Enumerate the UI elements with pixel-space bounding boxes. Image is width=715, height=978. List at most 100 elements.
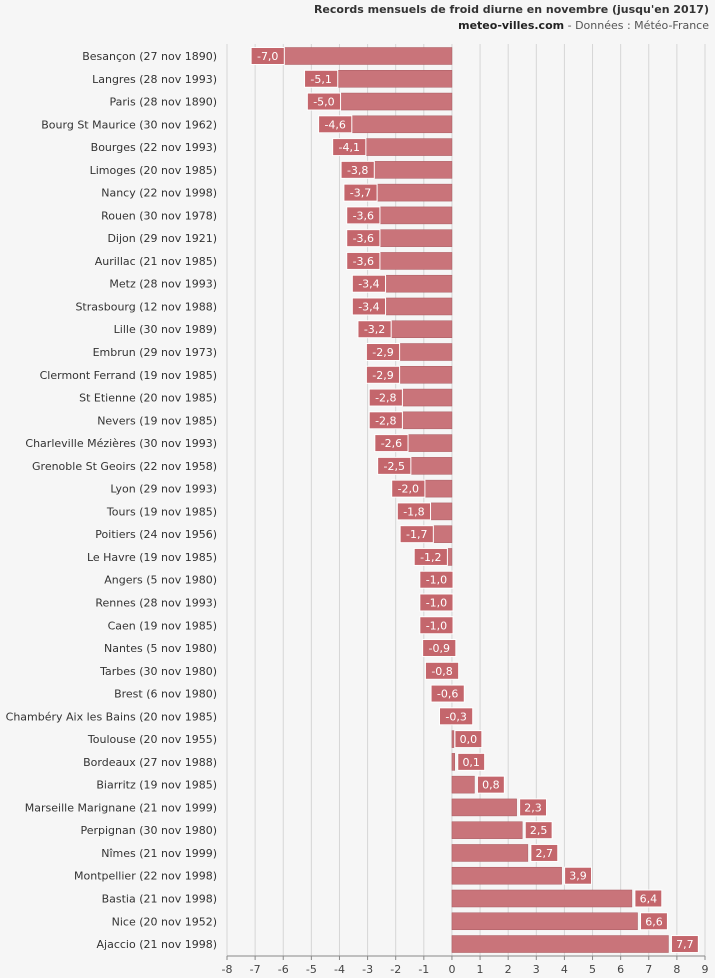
value-label-box xyxy=(250,47,285,65)
category-label: Perpignan (30 nov 1980) xyxy=(80,824,217,837)
x-tick-label: 9 xyxy=(702,963,709,976)
value-label-box xyxy=(377,456,412,475)
value-label-box xyxy=(365,343,401,362)
value-label-box xyxy=(430,684,465,703)
bar xyxy=(451,798,517,817)
category-label: Tarbes (30 nov 1980) xyxy=(99,665,217,678)
value-label-box xyxy=(346,229,381,248)
value-label-box xyxy=(318,115,353,134)
x-tick-label: 8 xyxy=(673,963,680,976)
value-label: 2,5 xyxy=(530,824,548,837)
category-label: Le Havre (19 nov 1985) xyxy=(87,551,217,564)
bar xyxy=(451,821,523,839)
value-label-box xyxy=(343,183,378,202)
x-tick-label: 4 xyxy=(561,963,568,976)
x-tick-label: -1 xyxy=(418,963,429,976)
category-label: Rennes (28 nov 1993) xyxy=(95,596,217,609)
value-label: -3,8 xyxy=(347,164,368,177)
value-label: 0,0 xyxy=(460,733,478,746)
category-label: Rouen (30 nov 1978) xyxy=(101,209,217,222)
value-label-box xyxy=(396,502,432,521)
value-label-box xyxy=(340,160,375,179)
value-label: -0,8 xyxy=(431,665,452,678)
category-label: Lille (30 nov 1989) xyxy=(114,323,217,336)
value-label: -3,4 xyxy=(358,300,379,313)
value-label-box xyxy=(670,935,699,954)
value-label-box xyxy=(368,411,403,430)
value-label: -1,8 xyxy=(403,505,424,518)
value-label: -2,5 xyxy=(384,460,405,473)
category-label: Grenoble St Geoirs (22 nov 1958) xyxy=(32,460,217,473)
x-tick-label: -5 xyxy=(306,963,317,976)
value-label-box xyxy=(454,730,483,749)
category-label: Langres (28 nov 1993) xyxy=(92,73,217,86)
value-label-box xyxy=(476,775,505,794)
bar xyxy=(451,912,638,931)
bar xyxy=(451,775,475,794)
value-label: -3,2 xyxy=(364,323,385,336)
value-label: 6,4 xyxy=(640,892,658,905)
value-label: 0,1 xyxy=(462,756,480,769)
category-label: Embrun (29 nov 1973) xyxy=(93,346,217,359)
value-label-box xyxy=(413,547,448,566)
x-tick-label: 2 xyxy=(505,963,512,976)
x-tick-label: -8 xyxy=(222,963,233,976)
value-label: -0,6 xyxy=(437,688,458,701)
value-label-box xyxy=(351,297,387,316)
category-label: Nancy (22 nov 1998) xyxy=(101,187,217,200)
value-label-box xyxy=(634,889,663,908)
category-label: Clermont Ferrand (19 nov 1985) xyxy=(40,369,217,382)
chart-title: Records mensuels de froid diurne en nove… xyxy=(313,3,709,16)
chart-subtitle-source: - Données : Météo-France xyxy=(564,19,709,32)
category-label: Bourg St Maurice (30 nov 1962) xyxy=(41,118,217,131)
value-label: -3,6 xyxy=(353,255,374,268)
value-label: -2,9 xyxy=(372,369,393,382)
category-label: Bastia (21 nov 1998) xyxy=(102,892,217,905)
value-label: -4,6 xyxy=(324,118,345,131)
category-label: Bordeaux (27 nov 1988) xyxy=(83,756,217,769)
value-label-box xyxy=(419,593,454,612)
value-label-box xyxy=(365,365,401,384)
value-label-box xyxy=(399,525,434,544)
value-label-box xyxy=(332,138,367,157)
category-label: Marseille Marignane (21 nov 1999) xyxy=(25,801,217,814)
category-label: Chambéry Aix les Bains (20 nov 1985) xyxy=(6,710,217,723)
category-label: St Etienne (20 nov 1985) xyxy=(79,392,217,405)
value-label: -1,7 xyxy=(406,528,427,541)
value-label-box xyxy=(346,206,381,225)
category-label: Biarritz (19 nov 1985) xyxy=(96,779,217,792)
value-label: -1,0 xyxy=(426,574,447,587)
value-label-box xyxy=(346,251,381,270)
value-label-box xyxy=(391,479,426,498)
category-label: Dijon (29 nov 1921) xyxy=(107,232,217,245)
x-tick-label: 7 xyxy=(645,963,652,976)
value-label-box xyxy=(640,912,668,931)
value-label: -3,6 xyxy=(353,232,374,245)
x-tick-label: 6 xyxy=(617,963,624,976)
value-label: -1,0 xyxy=(426,596,447,609)
x-tick-label: 5 xyxy=(589,963,596,976)
x-axis-ticks: -8 -7 -6 -5 -4 -3 -2 -1 0 1 2 3 4 5 6 7 8 9 xyxy=(222,956,709,976)
value-label: -2,8 xyxy=(375,414,396,427)
chart-subtitle: meteo-villes.com - Données : Météo-Franc… xyxy=(314,18,709,34)
value-label-box xyxy=(530,843,559,862)
value-label: -3,6 xyxy=(353,209,374,222)
value-label-box xyxy=(564,866,592,885)
category-label: Angers (5 nov 1980) xyxy=(104,574,217,587)
category-label: Poitiers (24 nov 1956) xyxy=(95,528,217,541)
bar xyxy=(451,889,633,908)
category-label: Lyon (29 nov 1993) xyxy=(110,483,217,496)
bar xyxy=(451,935,669,953)
value-label: -2,8 xyxy=(375,392,396,405)
value-label: -2,9 xyxy=(372,346,393,359)
value-label-box xyxy=(368,388,403,407)
x-tick-label: 1 xyxy=(477,963,484,976)
bars xyxy=(254,47,669,953)
value-label: -2,6 xyxy=(381,437,402,450)
value-label: -0,3 xyxy=(445,710,466,723)
value-label-box xyxy=(422,639,457,658)
value-label-box xyxy=(457,752,486,771)
chart-subtitle-site[interactable]: meteo-villes.com xyxy=(458,19,565,32)
category-label: Aurillac (21 nov 1985) xyxy=(95,255,217,268)
